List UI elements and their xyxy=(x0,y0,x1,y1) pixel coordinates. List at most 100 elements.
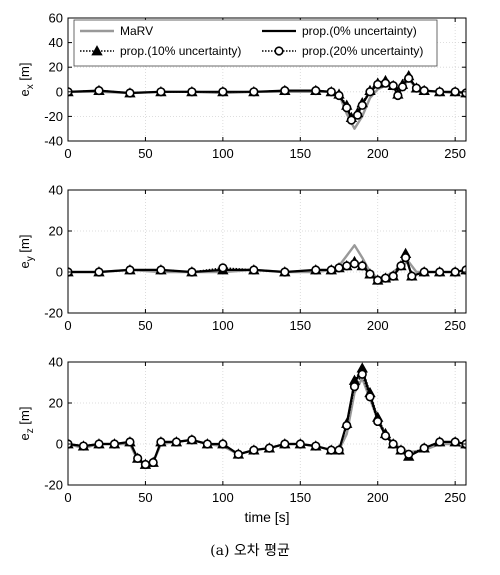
data-point-circle xyxy=(404,73,414,83)
data-point-circle xyxy=(218,87,228,97)
data-point-circle xyxy=(311,85,321,96)
data-point-circle xyxy=(171,437,182,447)
x-tick-label: 100 xyxy=(212,318,234,333)
data-point-circle xyxy=(125,88,135,98)
data-point-circle xyxy=(352,110,363,120)
data-point-circle xyxy=(365,392,375,402)
data-point-circle xyxy=(461,88,466,98)
legend-marker-triangle xyxy=(91,45,103,56)
data-point-circle xyxy=(334,263,344,273)
x-tick-label: 0 xyxy=(64,146,71,161)
data-point-circle xyxy=(133,453,143,463)
x-tick-label: 50 xyxy=(138,490,152,505)
x-tick-label: 150 xyxy=(289,146,311,161)
x-tick-label: 100 xyxy=(212,146,234,161)
axes-frame xyxy=(67,189,467,314)
data-point-circle xyxy=(311,265,321,275)
data-point-circle xyxy=(397,82,408,92)
y-tick-label: 60 xyxy=(49,11,63,26)
y-tick-label: 20 xyxy=(49,60,63,75)
x-axis-label: time [s] xyxy=(244,509,289,525)
data-point-circle xyxy=(357,100,367,110)
data-point-circle xyxy=(419,443,429,453)
y-tick-label: -40 xyxy=(44,134,63,149)
data-point-circle xyxy=(187,267,197,277)
plot-area xyxy=(68,362,466,485)
legend-label: prop.(10% uncertainty) xyxy=(120,44,241,58)
series-group xyxy=(68,69,466,130)
axes-frame xyxy=(67,361,467,486)
x-tick-label: 0 xyxy=(64,318,71,333)
data-point-circle xyxy=(380,431,391,441)
data-point-circle xyxy=(401,253,411,263)
data-point-circle xyxy=(202,439,212,449)
data-point-circle xyxy=(396,261,406,271)
y-tick-label: 40 xyxy=(49,355,63,370)
data-point-circle xyxy=(140,459,151,470)
x-tick-label: 50 xyxy=(138,146,152,161)
legend-label: MaRV xyxy=(120,24,153,38)
data-point-circle xyxy=(373,416,383,427)
data-point-circle xyxy=(357,261,367,271)
y-axis-label: ez [m] xyxy=(17,407,36,441)
data-point-circle xyxy=(365,87,375,97)
y-tick-label: 40 xyxy=(49,35,63,50)
y-tick-label: 0 xyxy=(56,437,63,452)
x-tick-label: 150 xyxy=(289,490,311,505)
data-point-circle xyxy=(334,90,344,101)
data-point-circle xyxy=(342,103,352,113)
data-point-circle xyxy=(435,437,445,447)
x-tick-label: 50 xyxy=(138,318,152,333)
data-point-circle xyxy=(326,265,336,275)
data-point-circle xyxy=(396,445,406,455)
x-tick-label: 0 xyxy=(64,490,71,505)
x-tick-label: 250 xyxy=(444,146,466,161)
data-point-circle xyxy=(407,271,417,281)
data-point-circle xyxy=(156,265,166,275)
data-point-circle xyxy=(342,261,352,271)
data-point-circle xyxy=(435,87,445,97)
data-point-circle xyxy=(380,78,391,88)
data-point-circle xyxy=(233,449,243,459)
data-point-circle xyxy=(264,443,274,453)
x-tick-label: 200 xyxy=(367,490,389,505)
y-tick-label: -20 xyxy=(44,109,63,124)
data-point-circle xyxy=(346,115,357,125)
data-point-circle xyxy=(249,87,259,97)
data-point-circle xyxy=(349,259,360,269)
y-tick-label: 20 xyxy=(49,224,63,239)
series-group xyxy=(68,362,466,470)
x-tick-label: 200 xyxy=(367,146,389,161)
data-point-circle xyxy=(218,439,228,449)
data-point-circle xyxy=(342,420,352,431)
data-point-circle xyxy=(411,83,422,93)
data-point-circle xyxy=(450,87,460,97)
data-point-circle xyxy=(78,441,89,451)
x-tick-label: 250 xyxy=(444,318,466,333)
data-point-circle xyxy=(380,273,391,283)
data-point-circle xyxy=(94,439,104,449)
y-tick-label: 40 xyxy=(49,183,63,198)
data-point-circle xyxy=(125,265,135,275)
data-point-circle xyxy=(388,439,398,449)
data-point-circle xyxy=(187,87,197,97)
data-point-circle xyxy=(349,382,360,392)
data-point-circle xyxy=(450,437,460,447)
data-point-circle xyxy=(280,439,290,449)
y-tick-label: 0 xyxy=(56,84,63,99)
figure-caption: (a) 오차 평균 xyxy=(210,543,290,559)
data-point-circle xyxy=(388,271,398,281)
legend-label: prop.(20% uncertainty) xyxy=(302,44,423,58)
x-tick-label: 200 xyxy=(367,318,389,333)
data-point-circle xyxy=(334,445,344,455)
axes-frame xyxy=(67,17,467,142)
data-point-circle xyxy=(148,457,158,468)
data-point-circle xyxy=(435,267,445,277)
data-point-circle xyxy=(109,439,120,449)
data-point-circle xyxy=(311,441,321,451)
data-point-circle xyxy=(326,87,336,97)
y-axis-label: ey [m] xyxy=(17,235,36,269)
data-point-circle xyxy=(365,269,375,279)
